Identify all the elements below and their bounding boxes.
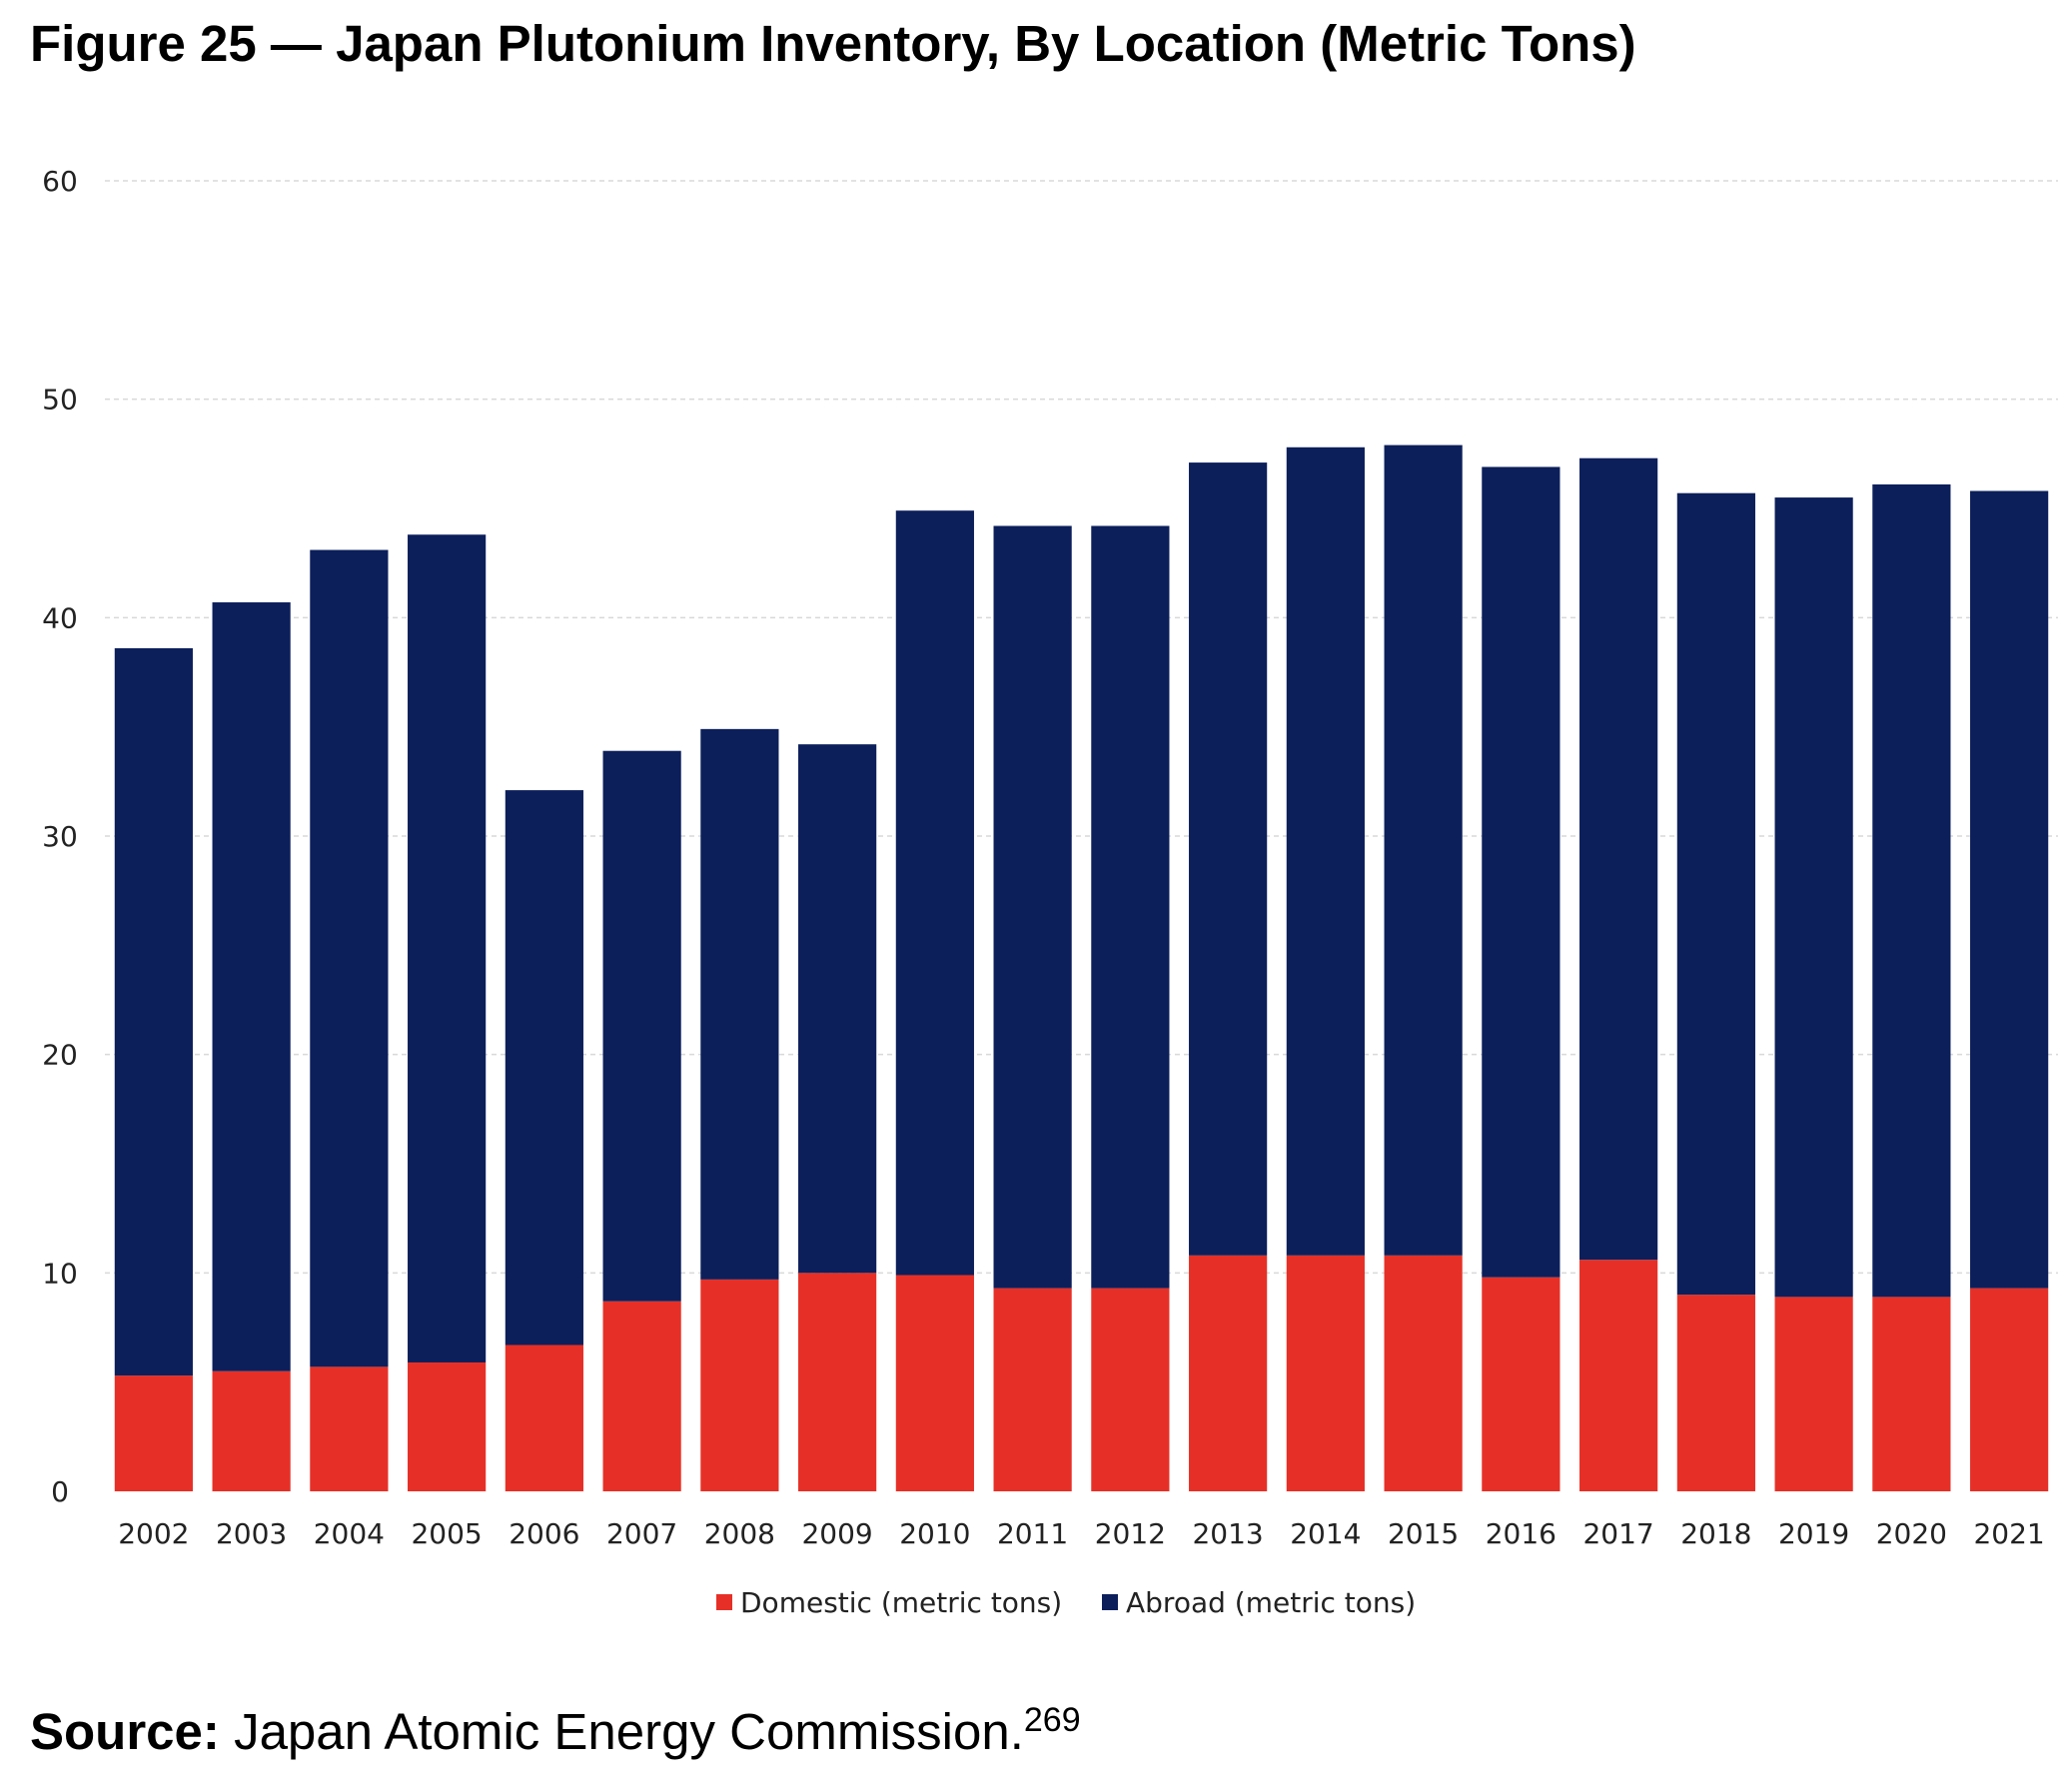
x-tick-label: 2003 <box>216 1517 287 1550</box>
y-tick-label: 30 <box>42 820 78 853</box>
legend-domestic-label: Domestic (metric tons) <box>740 1586 1062 1619</box>
source-footnote: 269 <box>1023 1701 1081 1739</box>
x-tick-label: 2008 <box>704 1517 775 1550</box>
x-tick-label: 2021 <box>1973 1517 2044 1550</box>
bar-abroad-2021 <box>1970 490 2049 1289</box>
x-tick-label: 2002 <box>118 1517 189 1550</box>
bar-domestic-2009 <box>798 1273 877 1491</box>
bar-domestic-2011 <box>993 1288 1072 1491</box>
x-axis-ticks: 2002 2003 2004 2005 2006 2007 2008 2009 2010 2011… <box>118 1517 2045 1550</box>
y-tick-label: 40 <box>42 601 78 634</box>
y-tick-label: 50 <box>42 384 78 417</box>
x-tick-label: 2006 <box>509 1517 579 1550</box>
legend-abroad-label: Abroad (metric tons) <box>1126 1586 1416 1619</box>
y-tick-label: 60 <box>42 165 78 198</box>
x-tick-label: 2011 <box>997 1517 1068 1550</box>
x-tick-label: 2009 <box>801 1517 872 1550</box>
bar-abroad-2016 <box>1482 466 1560 1278</box>
source-label: Source: <box>30 1703 220 1760</box>
bar-abroad-2002 <box>114 647 193 1376</box>
bar-domestic-2019 <box>1774 1297 1853 1491</box>
bar-abroad-2005 <box>408 534 487 1362</box>
bar-abroad-2018 <box>1676 492 1755 1296</box>
bar-domestic-2018 <box>1676 1295 1755 1491</box>
bar-abroad-2003 <box>212 602 291 1371</box>
x-tick-label: 2005 <box>411 1517 482 1550</box>
x-tick-label: 2019 <box>1778 1517 1849 1550</box>
gridlines <box>105 180 2058 1275</box>
x-tick-label: 2014 <box>1290 1517 1361 1550</box>
bar-domestic-2020 <box>1872 1297 1951 1491</box>
bar-abroad-2019 <box>1774 497 1853 1298</box>
legend: Domestic (metric tons) Abroad (metric ton… <box>716 1586 1416 1619</box>
x-tick-label: 2018 <box>1680 1517 1751 1550</box>
bar-domestic-2012 <box>1091 1288 1170 1491</box>
source-note: Source: Japan Atomic Energy Commission.2… <box>30 1702 1081 1761</box>
x-tick-label: 2007 <box>606 1517 677 1550</box>
source-text: Japan Atomic Energy Commission. <box>234 1703 1024 1760</box>
bar-abroad-2017 <box>1579 457 1658 1261</box>
bar-abroad-2020 <box>1872 483 1951 1298</box>
bar-abroad-2007 <box>602 750 681 1302</box>
bar-domestic-2016 <box>1482 1277 1560 1491</box>
bar-abroad-2013 <box>1189 462 1268 1256</box>
bar-domestic-2003 <box>212 1370 291 1491</box>
bar-abroad-2011 <box>993 525 1072 1289</box>
bar-abroad-2006 <box>505 790 583 1345</box>
bar-domestic-2014 <box>1286 1255 1365 1491</box>
y-tick-label: 10 <box>42 1257 78 1290</box>
bar-domestic-2015 <box>1384 1255 1463 1491</box>
x-tick-label: 2004 <box>314 1517 385 1550</box>
y-tick-label: 20 <box>42 1039 78 1072</box>
bar-domestic-2007 <box>602 1301 681 1491</box>
bar-domestic-2006 <box>505 1344 583 1491</box>
y-axis-ticks: 0 10 20 30 40 50 60 <box>42 165 78 1508</box>
legend-abroad-swatch <box>1102 1594 1118 1610</box>
bar-abroad-2009 <box>798 744 877 1274</box>
bar-domestic-2021 <box>1970 1288 2049 1491</box>
x-tick-label: 2013 <box>1192 1517 1263 1550</box>
y-tick-label: 0 <box>51 1475 69 1508</box>
bar-abroad-2004 <box>310 549 389 1367</box>
bar-abroad-2015 <box>1384 445 1463 1256</box>
x-tick-label: 2017 <box>1582 1517 1653 1550</box>
x-tick-label: 2010 <box>899 1517 970 1550</box>
bar-domestic-2013 <box>1189 1255 1268 1491</box>
bar-domestic-2004 <box>310 1366 389 1491</box>
x-tick-label: 2012 <box>1095 1517 1166 1550</box>
bar-domestic-2002 <box>114 1375 193 1491</box>
bar-domestic-2017 <box>1579 1260 1658 1491</box>
bar-abroad-2010 <box>895 510 974 1276</box>
chart-title: Figure 25 — Japan Plutonium Inventory, B… <box>30 15 1636 72</box>
x-tick-label: 2020 <box>1876 1517 1947 1550</box>
bar-domestic-2008 <box>700 1279 779 1491</box>
bars <box>114 445 2049 1491</box>
bar-abroad-2012 <box>1091 525 1170 1289</box>
x-tick-label: 2016 <box>1486 1517 1556 1550</box>
bar-abroad-2008 <box>700 728 779 1280</box>
legend-domestic-swatch <box>716 1594 732 1610</box>
bar-abroad-2014 <box>1286 446 1365 1256</box>
bar-domestic-2005 <box>408 1361 487 1491</box>
x-tick-label: 2015 <box>1388 1517 1459 1550</box>
bar-domestic-2010 <box>895 1275 974 1491</box>
